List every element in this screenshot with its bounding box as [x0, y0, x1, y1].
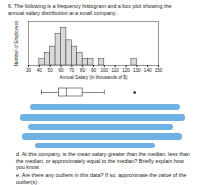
svg-text:150: 150 [155, 68, 163, 73]
svg-text:140: 140 [144, 68, 152, 73]
svg-text:130: 130 [133, 68, 141, 73]
svg-text:80: 80 [80, 68, 86, 73]
svg-text:30: 30 [26, 68, 32, 73]
svg-text:90: 90 [91, 68, 97, 73]
svg-text:100: 100 [100, 68, 108, 73]
svg-text:70: 70 [69, 68, 75, 73]
html-text:e. Are there any outliers in t: e. Are there any outliers in this data? … [16, 172, 187, 185]
html-text:d. At this company, is the mea: d. At this company, is the mean salary g… [16, 151, 190, 171]
html-text:6. The following is a frequenc: 6. The following is a frequency histogra… [8, 3, 172, 16]
svg-text:50: 50 [48, 68, 54, 73]
svg-text:40: 40 [37, 68, 43, 73]
svg-text:Number of Employees: Number of Employees [14, 20, 19, 66]
svg-text:Annual Salary (in thousands of: Annual Salary (in thousands of $) [60, 75, 128, 80]
svg-text:110: 110 [112, 68, 120, 73]
svg-text:120: 120 [122, 68, 130, 73]
svg-text:60: 60 [58, 68, 64, 73]
